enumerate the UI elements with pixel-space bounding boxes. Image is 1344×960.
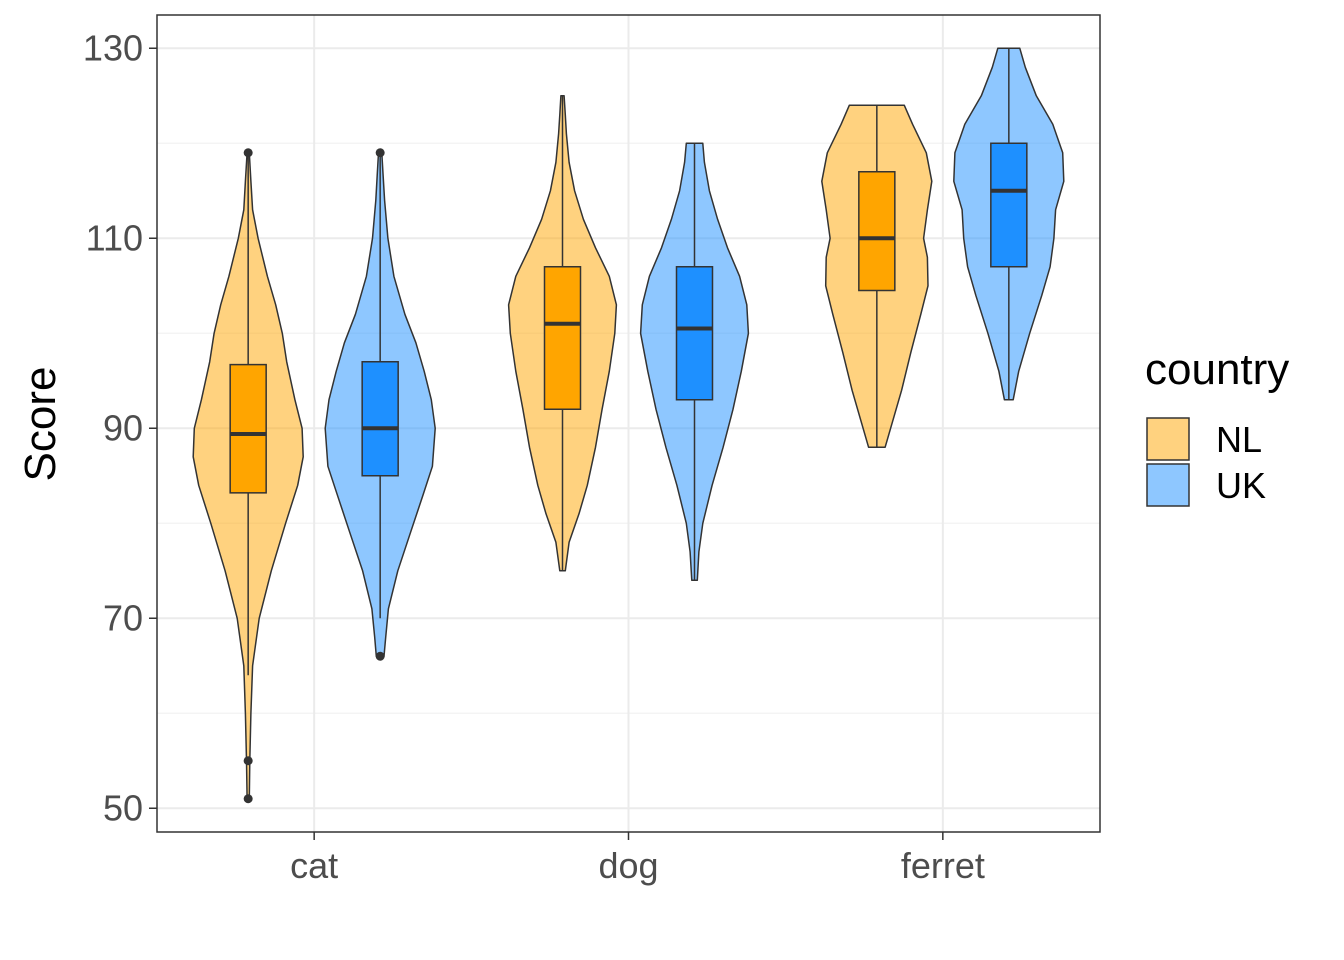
x-tick-label: cat: [290, 845, 338, 886]
legend-title: country: [1145, 345, 1289, 394]
y-axis: 50 70 90 110 130: [83, 27, 157, 828]
x-tick-label: dog: [598, 845, 658, 886]
legend-key-uk: [1146, 463, 1190, 507]
x-axis: cat dog ferret: [290, 832, 985, 886]
violins-layer: [192, 47, 1065, 804]
x-tick-label: ferret: [901, 845, 985, 886]
box-nl-cat: [229, 363, 267, 494]
box-uk-cat: [361, 361, 399, 477]
outlier-point: [243, 794, 253, 804]
box-nl-dog: [543, 266, 582, 410]
legend: country NL UK: [1145, 345, 1289, 507]
legend-label-nl: NL: [1216, 419, 1262, 460]
y-tick-label: 90: [103, 407, 143, 448]
y-tick-label: 70: [103, 597, 143, 638]
box-nl-ferret: [858, 171, 896, 292]
y-tick-label: 130: [83, 27, 143, 68]
box-uk-ferret: [990, 142, 1028, 268]
extreme-point: [375, 148, 385, 158]
y-axis-title: Score: [16, 367, 65, 482]
outlier-point: [243, 756, 253, 766]
y-tick-label: 110: [86, 217, 143, 258]
box-uk-dog: [675, 266, 714, 401]
outlier-point: [375, 651, 385, 661]
legend-label-uk: UK: [1216, 465, 1266, 506]
y-tick-label: 50: [103, 787, 143, 828]
extreme-point: [243, 148, 253, 158]
grid-lines: [157, 15, 1100, 832]
legend-key-nl: [1146, 417, 1190, 461]
